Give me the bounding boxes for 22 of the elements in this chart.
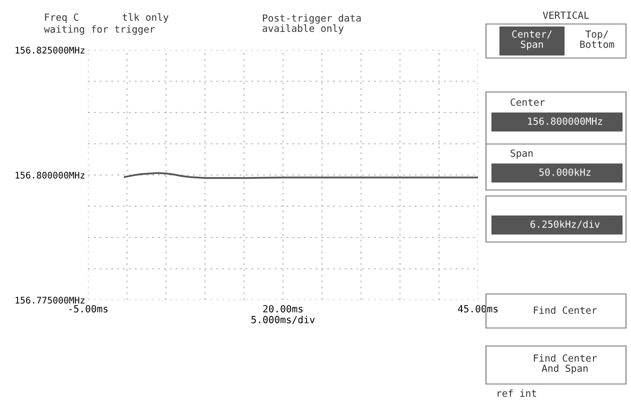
text: VERTICAL — [542, 11, 589, 19]
y-tick-label: 156.800000MHz — [16, 172, 84, 179]
text: 6.250kHz/div — [530, 220, 600, 229]
text: Freq C — [45, 13, 78, 23]
text: 156.800000MHz — [528, 117, 602, 125]
text: waiting for trigger — [44, 25, 155, 35]
x-tick-label: 45.00ms — [458, 305, 498, 312]
text: Find Center — [534, 306, 597, 314]
text: tlk only — [122, 13, 168, 23]
y-tick-label: 156.775000MHz — [16, 296, 84, 304]
text: Find Center And Span — [534, 354, 597, 374]
text: 50.000kHz — [539, 168, 590, 176]
text: Top/ Bottom — [580, 30, 614, 48]
text: Center/ Span — [512, 30, 552, 50]
text: Span — [510, 149, 533, 159]
x-tick-label: -5.00ms — [69, 305, 108, 312]
x-axis-title: 5.000ms/div — [251, 316, 315, 324]
y-tick-label: 156.825000MHz — [16, 46, 84, 54]
x-tick-label: 20.00ms — [263, 305, 303, 312]
text: ref int — [498, 389, 536, 397]
text: Post-trigger data available only — [262, 14, 361, 34]
text: Center — [510, 98, 545, 106]
